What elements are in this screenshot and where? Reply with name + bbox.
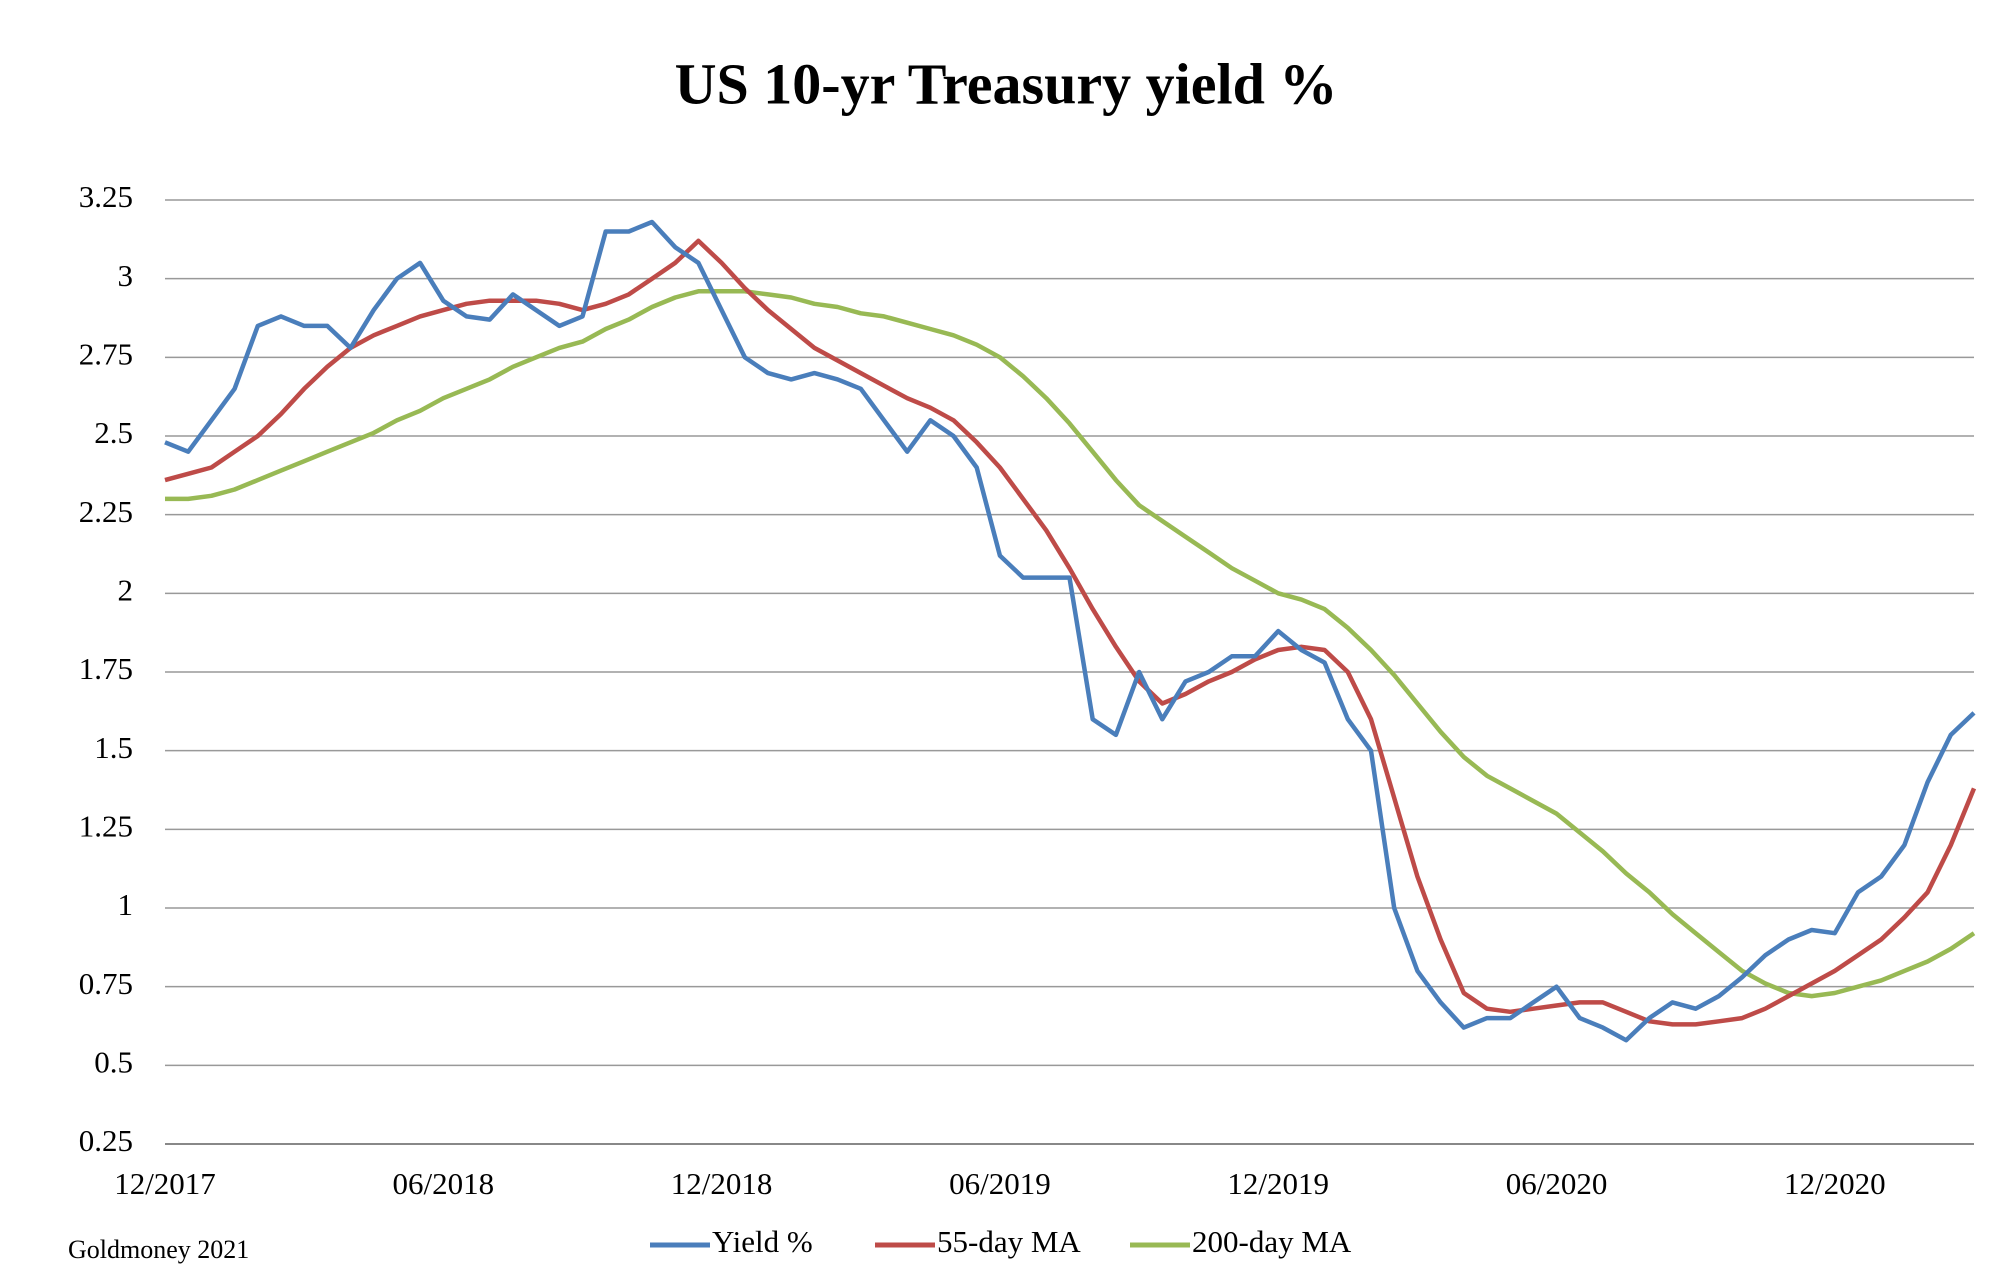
legend-label: 200-day MA [1192,1224,1352,1259]
x-tick-label: 12/2017 [114,1166,216,1201]
y-tick-label: 3.25 [79,179,133,214]
series-line [165,289,1976,999]
x-tick-label: 12/2020 [1784,1166,1886,1201]
legend-label: 55-day MA [937,1224,1081,1259]
y-tick-label: 1 [118,887,134,922]
y-tick-label: 3 [118,258,134,293]
y-tick-label: 1.25 [79,808,133,843]
y-tick-label: 2 [118,572,134,607]
y-tick-label: 0.25 [79,1123,133,1158]
series-line [164,219,1976,1043]
x-tick-label: 06/2018 [392,1166,494,1201]
series-line [164,238,1977,1027]
y-tick-label: 2.75 [79,336,133,371]
y-tick-label: 1.5 [94,730,133,765]
x-tick-label: 06/2020 [1506,1166,1608,1201]
chart-title: US 10-yr Treasury yield % [675,51,1338,116]
y-tick-label: 0.5 [94,1044,133,1079]
x-tick-label: 12/2018 [671,1166,773,1201]
y-tick-label: 1.75 [79,651,133,686]
x-tick-label: 12/2019 [1227,1166,1329,1201]
y-tick-label: 2.5 [94,415,133,450]
source-note: Goldmoney 2021 [68,1235,249,1264]
legend-label: Yield % [712,1224,813,1259]
y-tick-label: 2.25 [79,494,133,529]
y-tick-label: 0.75 [79,966,133,1001]
x-tick-label: 06/2019 [949,1166,1051,1201]
